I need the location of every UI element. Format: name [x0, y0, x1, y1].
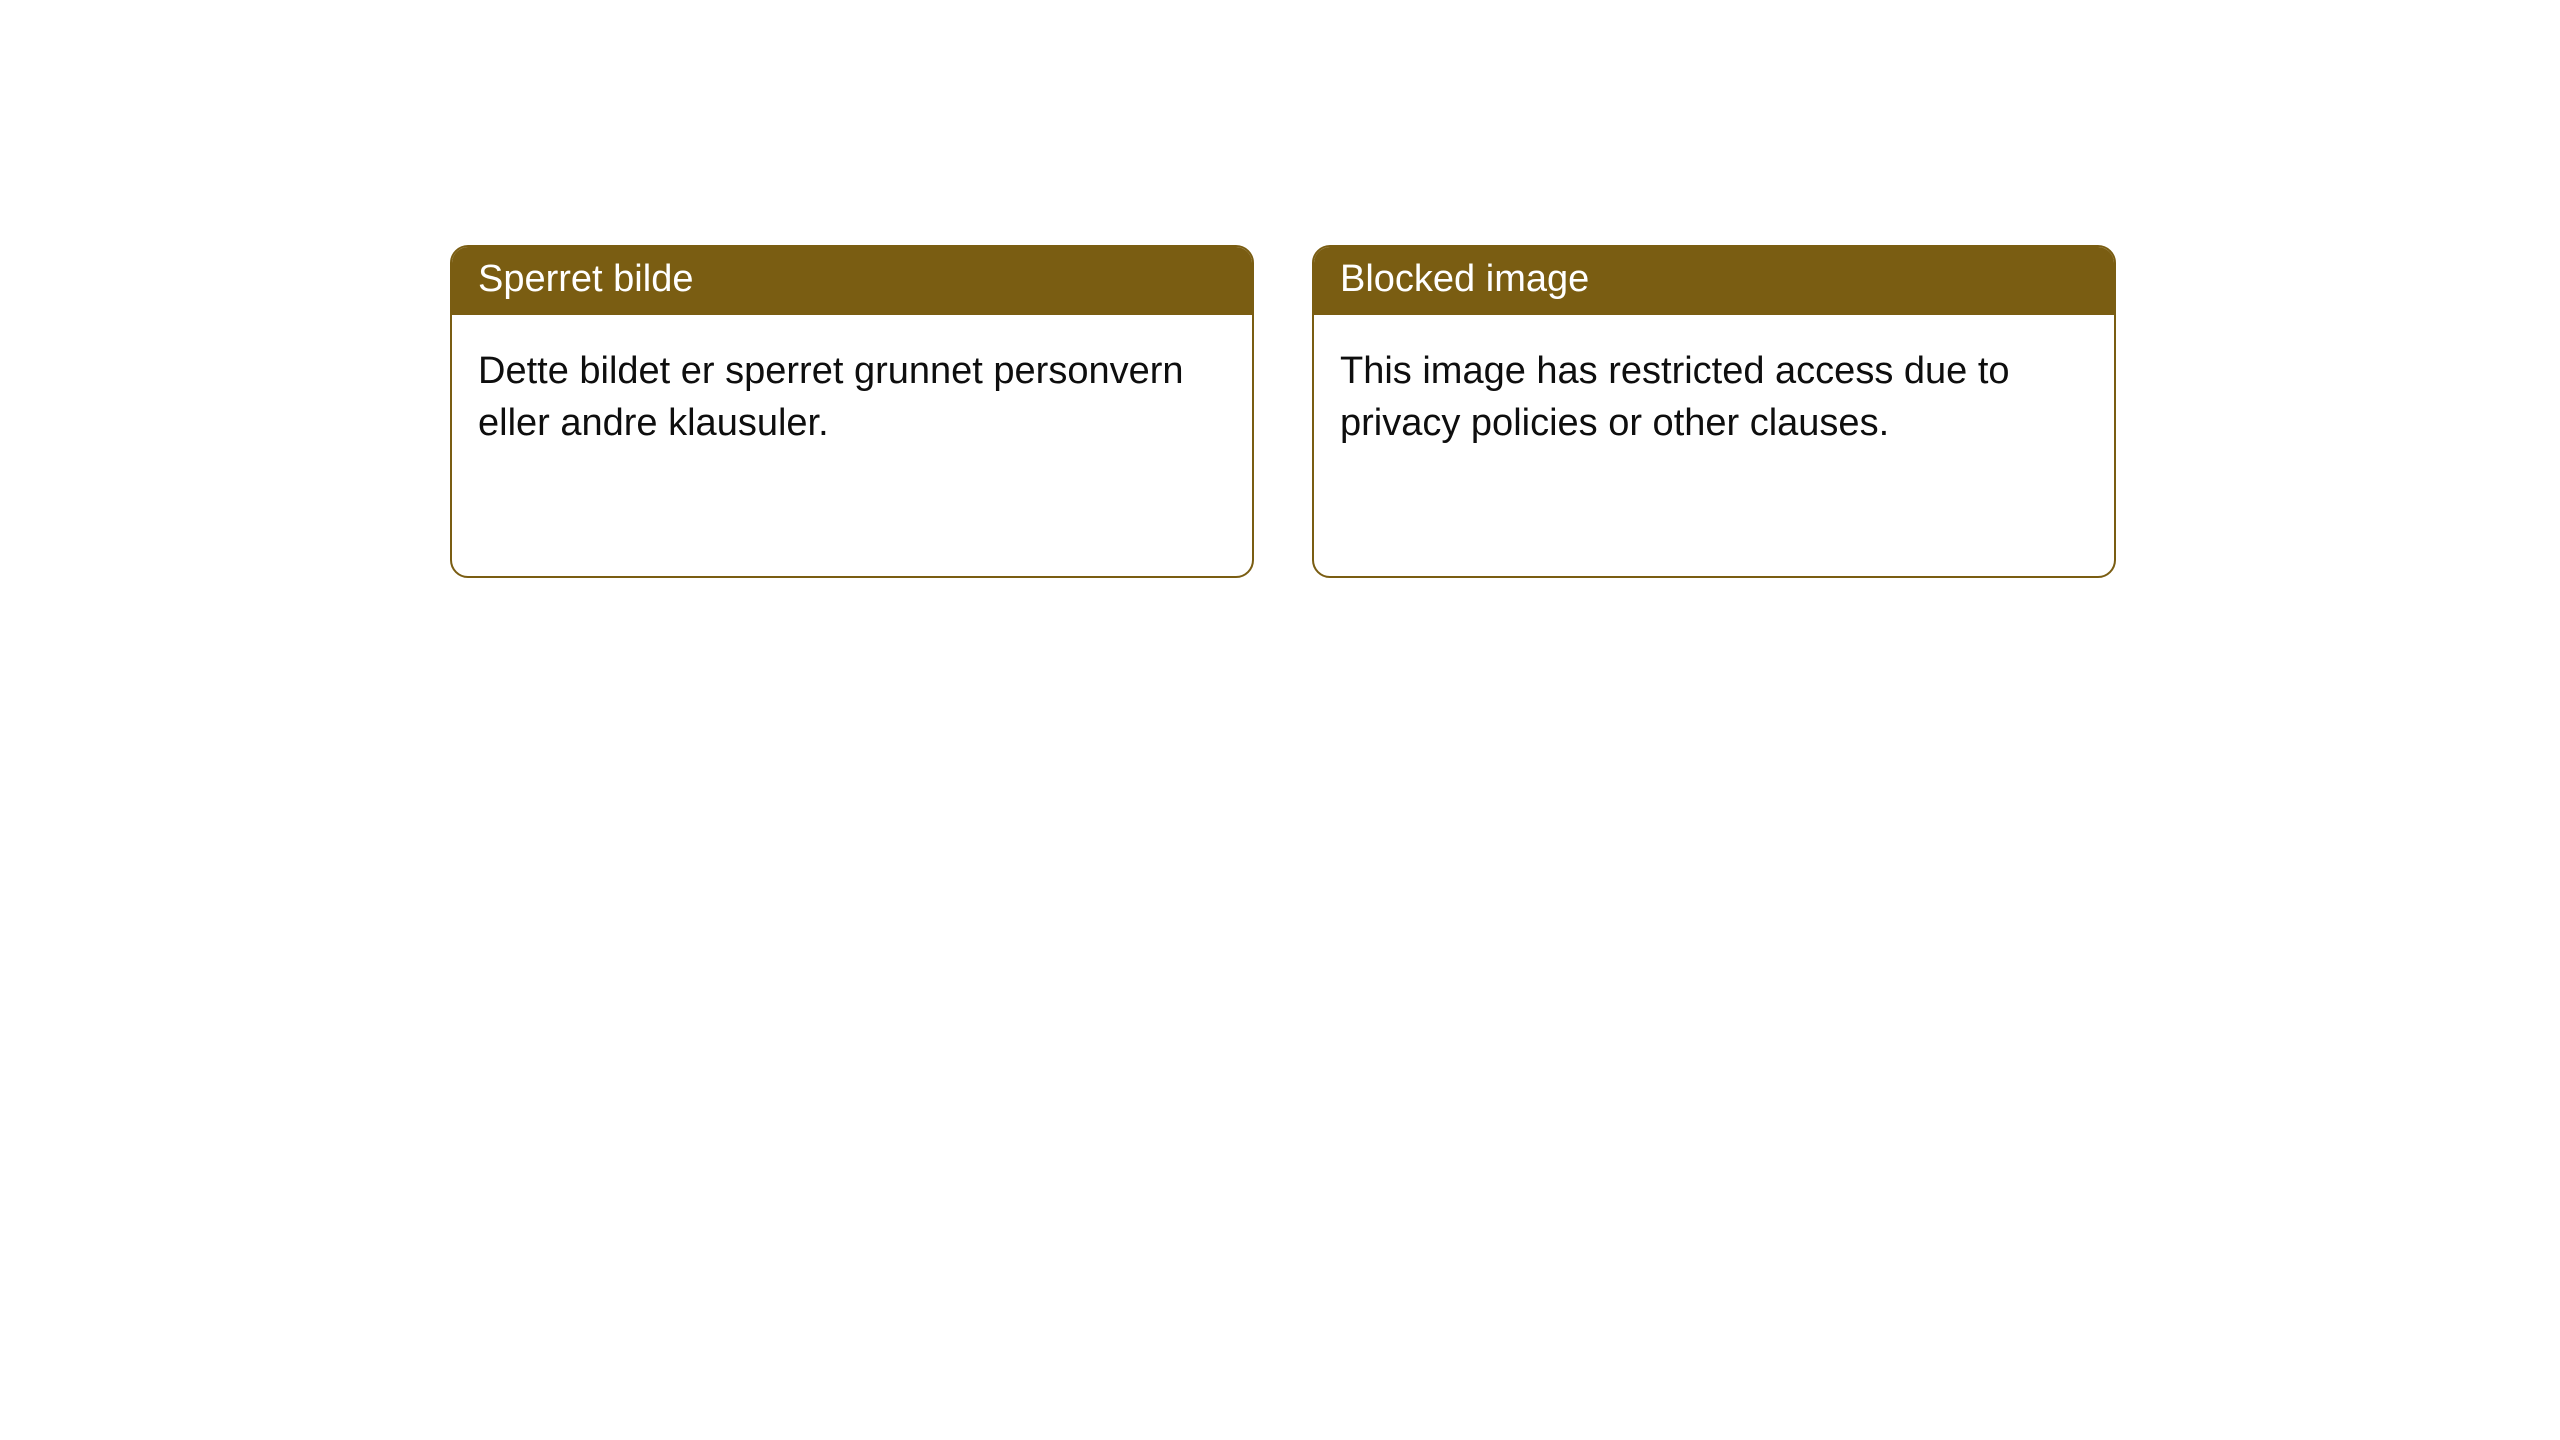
card-header: Sperret bilde	[452, 247, 1252, 315]
blocked-image-card-no: Sperret bilde Dette bildet er sperret gr…	[450, 245, 1254, 578]
card-body: Dette bildet er sperret grunnet personve…	[452, 315, 1252, 479]
blocked-image-card-en: Blocked image This image has restricted …	[1312, 245, 2116, 578]
card-body: This image has restricted access due to …	[1314, 315, 2114, 479]
card-header: Blocked image	[1314, 247, 2114, 315]
notice-cards-container: Sperret bilde Dette bildet er sperret gr…	[450, 245, 2116, 578]
